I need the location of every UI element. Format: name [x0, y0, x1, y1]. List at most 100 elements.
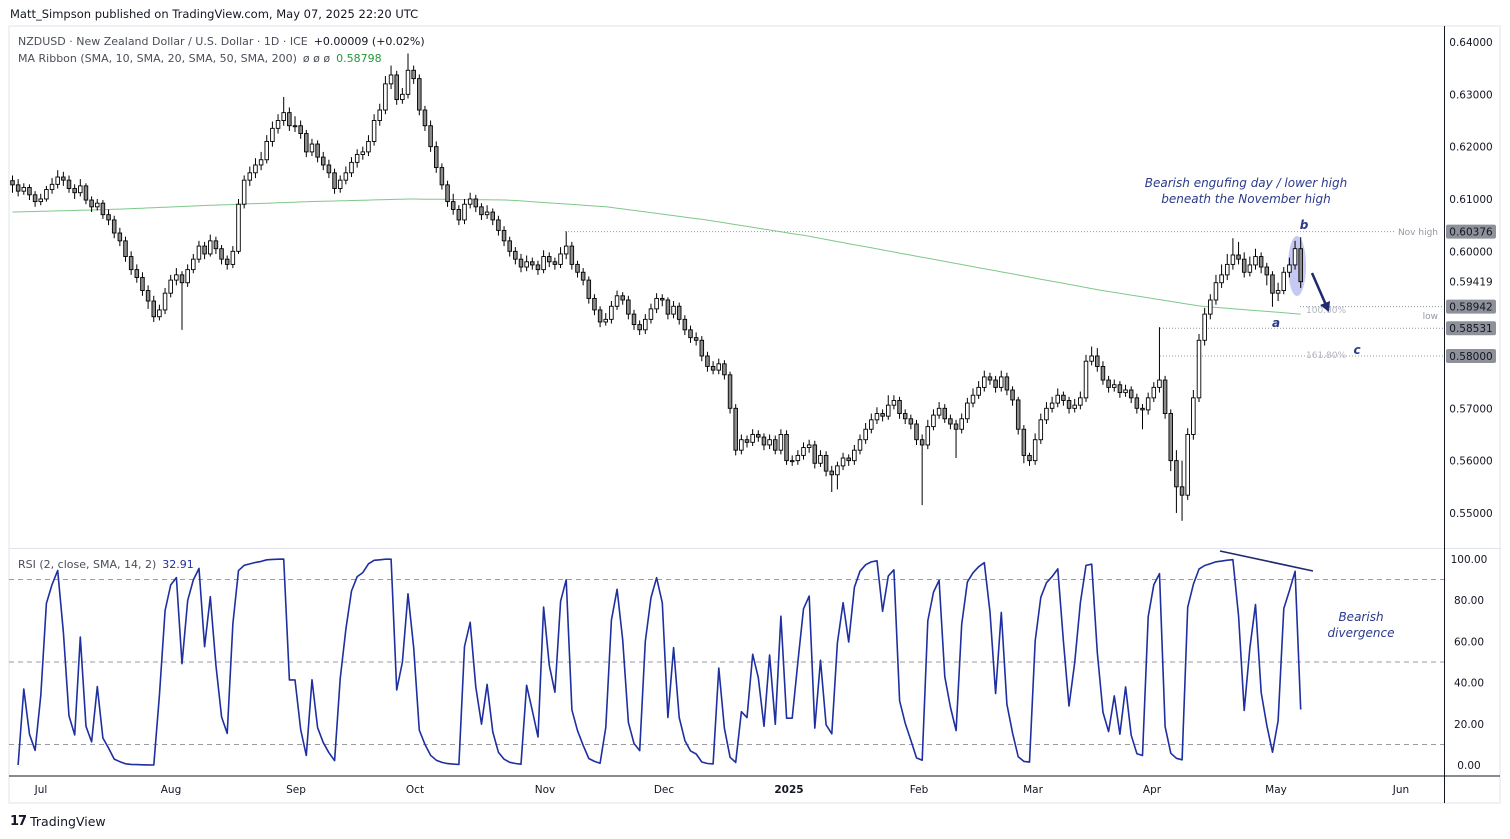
- candle-up: [1055, 394, 1060, 404]
- candle-down: [761, 436, 767, 446]
- time-axis[interactable]: Jul Aug Sep Oct Nov Dec 2025 Feb Mar Apr May Jun: [34, 784, 1410, 796]
- candle-up: [1247, 264, 1253, 273]
- candle-up: [230, 250, 236, 265]
- candle-down: [450, 201, 456, 210]
- candle-down: [1010, 389, 1015, 401]
- candle-down: [128, 256, 134, 271]
- rsi-axis[interactable]: 100.00 80.00 60.00 40.00 20.00 0.00: [1451, 554, 1488, 772]
- candle-up: [863, 428, 868, 441]
- candle-down: [479, 206, 484, 216]
- price-change: +0.00009 (+0.02%): [314, 35, 425, 48]
- candle-up: [309, 143, 315, 153]
- ma-legend[interactable]: MA Ribbon (SMA, 10, SMA, 20, SMA, 50, SM…: [18, 52, 382, 65]
- symbol-legend[interactable]: NZDUSD · New Zealand Dollar / U.S. Dolla…: [18, 35, 425, 48]
- candle-down: [688, 329, 693, 339]
- candle-down: [417, 78, 422, 111]
- time-tick-label: Nov: [535, 784, 556, 796]
- candle-down: [773, 439, 778, 451]
- wave-label-c[interactable]: c: [1353, 343, 1360, 357]
- publish-info: Matt_Simpson published on TradingView.co…: [10, 7, 419, 21]
- nov-high-label: Nov high: [1398, 228, 1438, 238]
- price-tick-label: 0.62000: [1449, 142, 1492, 154]
- candle-down: [1162, 379, 1168, 414]
- candle-up: [1287, 264, 1292, 273]
- candle-down: [111, 219, 117, 234]
- candle-up: [1208, 299, 1213, 315]
- candle-down: [948, 418, 953, 425]
- candle-up: [253, 164, 258, 174]
- candle-up: [1196, 339, 1202, 399]
- candle-up: [541, 256, 546, 271]
- candle-up: [1157, 379, 1162, 388]
- candle-down: [490, 211, 496, 221]
- annotation-note-1[interactable]: Bearish engufing day / lower high: [1145, 176, 1347, 190]
- rsi-label: RSI (2, close, SMA, 14, 2): [18, 558, 156, 571]
- candle-up: [383, 83, 388, 111]
- candle-up: [377, 109, 383, 121]
- divergence-note-1[interactable]: Bearish: [1338, 610, 1383, 624]
- candle-down: [993, 379, 998, 388]
- candle-down: [298, 125, 303, 135]
- candle-down: [902, 413, 908, 420]
- candle-up: [1083, 360, 1089, 399]
- rsi-line: [17, 558, 1302, 766]
- candle-down: [710, 365, 716, 371]
- down-arrow-icon: [1320, 301, 1330, 312]
- price-tick-label: 0.57000: [1449, 403, 1492, 415]
- candle-up: [852, 449, 857, 462]
- candle-down: [699, 339, 705, 357]
- candle-down: [660, 297, 665, 301]
- candle-up: [654, 297, 659, 310]
- price-tick-label: 0.60000: [1449, 246, 1492, 258]
- time-tick-label: May: [1265, 784, 1287, 796]
- candle-up: [462, 203, 467, 221]
- candle-down: [326, 164, 332, 174]
- down-arrow-shaft[interactable]: [1310, 272, 1328, 306]
- divergence-trendline[interactable]: [1219, 550, 1314, 572]
- time-tick-label: Jul: [34, 784, 48, 796]
- candle-down: [439, 167, 445, 186]
- candle-up: [405, 69, 411, 95]
- candle-up: [360, 151, 366, 155]
- candle-up: [959, 418, 964, 430]
- candle-up: [157, 309, 162, 318]
- candle-up: [337, 179, 343, 189]
- candle-down: [445, 184, 450, 203]
- candle-up: [931, 414, 936, 428]
- candle-down: [733, 407, 738, 451]
- divergence-note-2[interactable]: divergence: [1328, 626, 1395, 640]
- candle-down: [27, 187, 32, 196]
- wave-label-a[interactable]: a: [1272, 316, 1280, 330]
- annotation-note-2[interactable]: beneath the November high: [1161, 192, 1330, 206]
- rsi-legend[interactable]: RSI (2, close, SMA, 14, 2) 32.91: [18, 558, 194, 571]
- candle-down: [1095, 355, 1100, 367]
- candle-up: [614, 295, 620, 307]
- candle-down: [422, 109, 428, 127]
- candle-down: [812, 444, 818, 464]
- candle-down: [592, 297, 597, 311]
- price-axis[interactable]: 0.64000 0.63000 0.62000 0.61000 0.60000 0.570…: [1446, 37, 1496, 520]
- candle-down: [1004, 376, 1010, 391]
- candle-down: [428, 125, 433, 148]
- time-tick-label: Mar: [1023, 784, 1043, 796]
- time-tick-label: Oct: [406, 784, 424, 796]
- candle-up: [716, 363, 722, 371]
- candle-down: [145, 290, 151, 302]
- candle-down: [106, 214, 111, 221]
- candle-down: [1298, 248, 1303, 283]
- candle-up: [648, 308, 654, 320]
- candle-down: [501, 229, 507, 242]
- wave-label-b[interactable]: b: [1300, 218, 1309, 232]
- candle-up: [264, 140, 270, 161]
- tradingview-logo[interactable]: 17 TradingView: [10, 814, 106, 829]
- time-tick-label: Feb: [910, 784, 929, 796]
- time-tick-label: Sep: [286, 784, 306, 796]
- ma200-line: [12, 198, 1301, 315]
- candle-down: [394, 74, 399, 101]
- time-tick-label: 2025: [774, 784, 803, 796]
- candle-down: [213, 240, 219, 250]
- price-tag-label: 0.58942: [1449, 302, 1492, 314]
- candle-down: [61, 176, 66, 181]
- candle-up: [1224, 263, 1230, 276]
